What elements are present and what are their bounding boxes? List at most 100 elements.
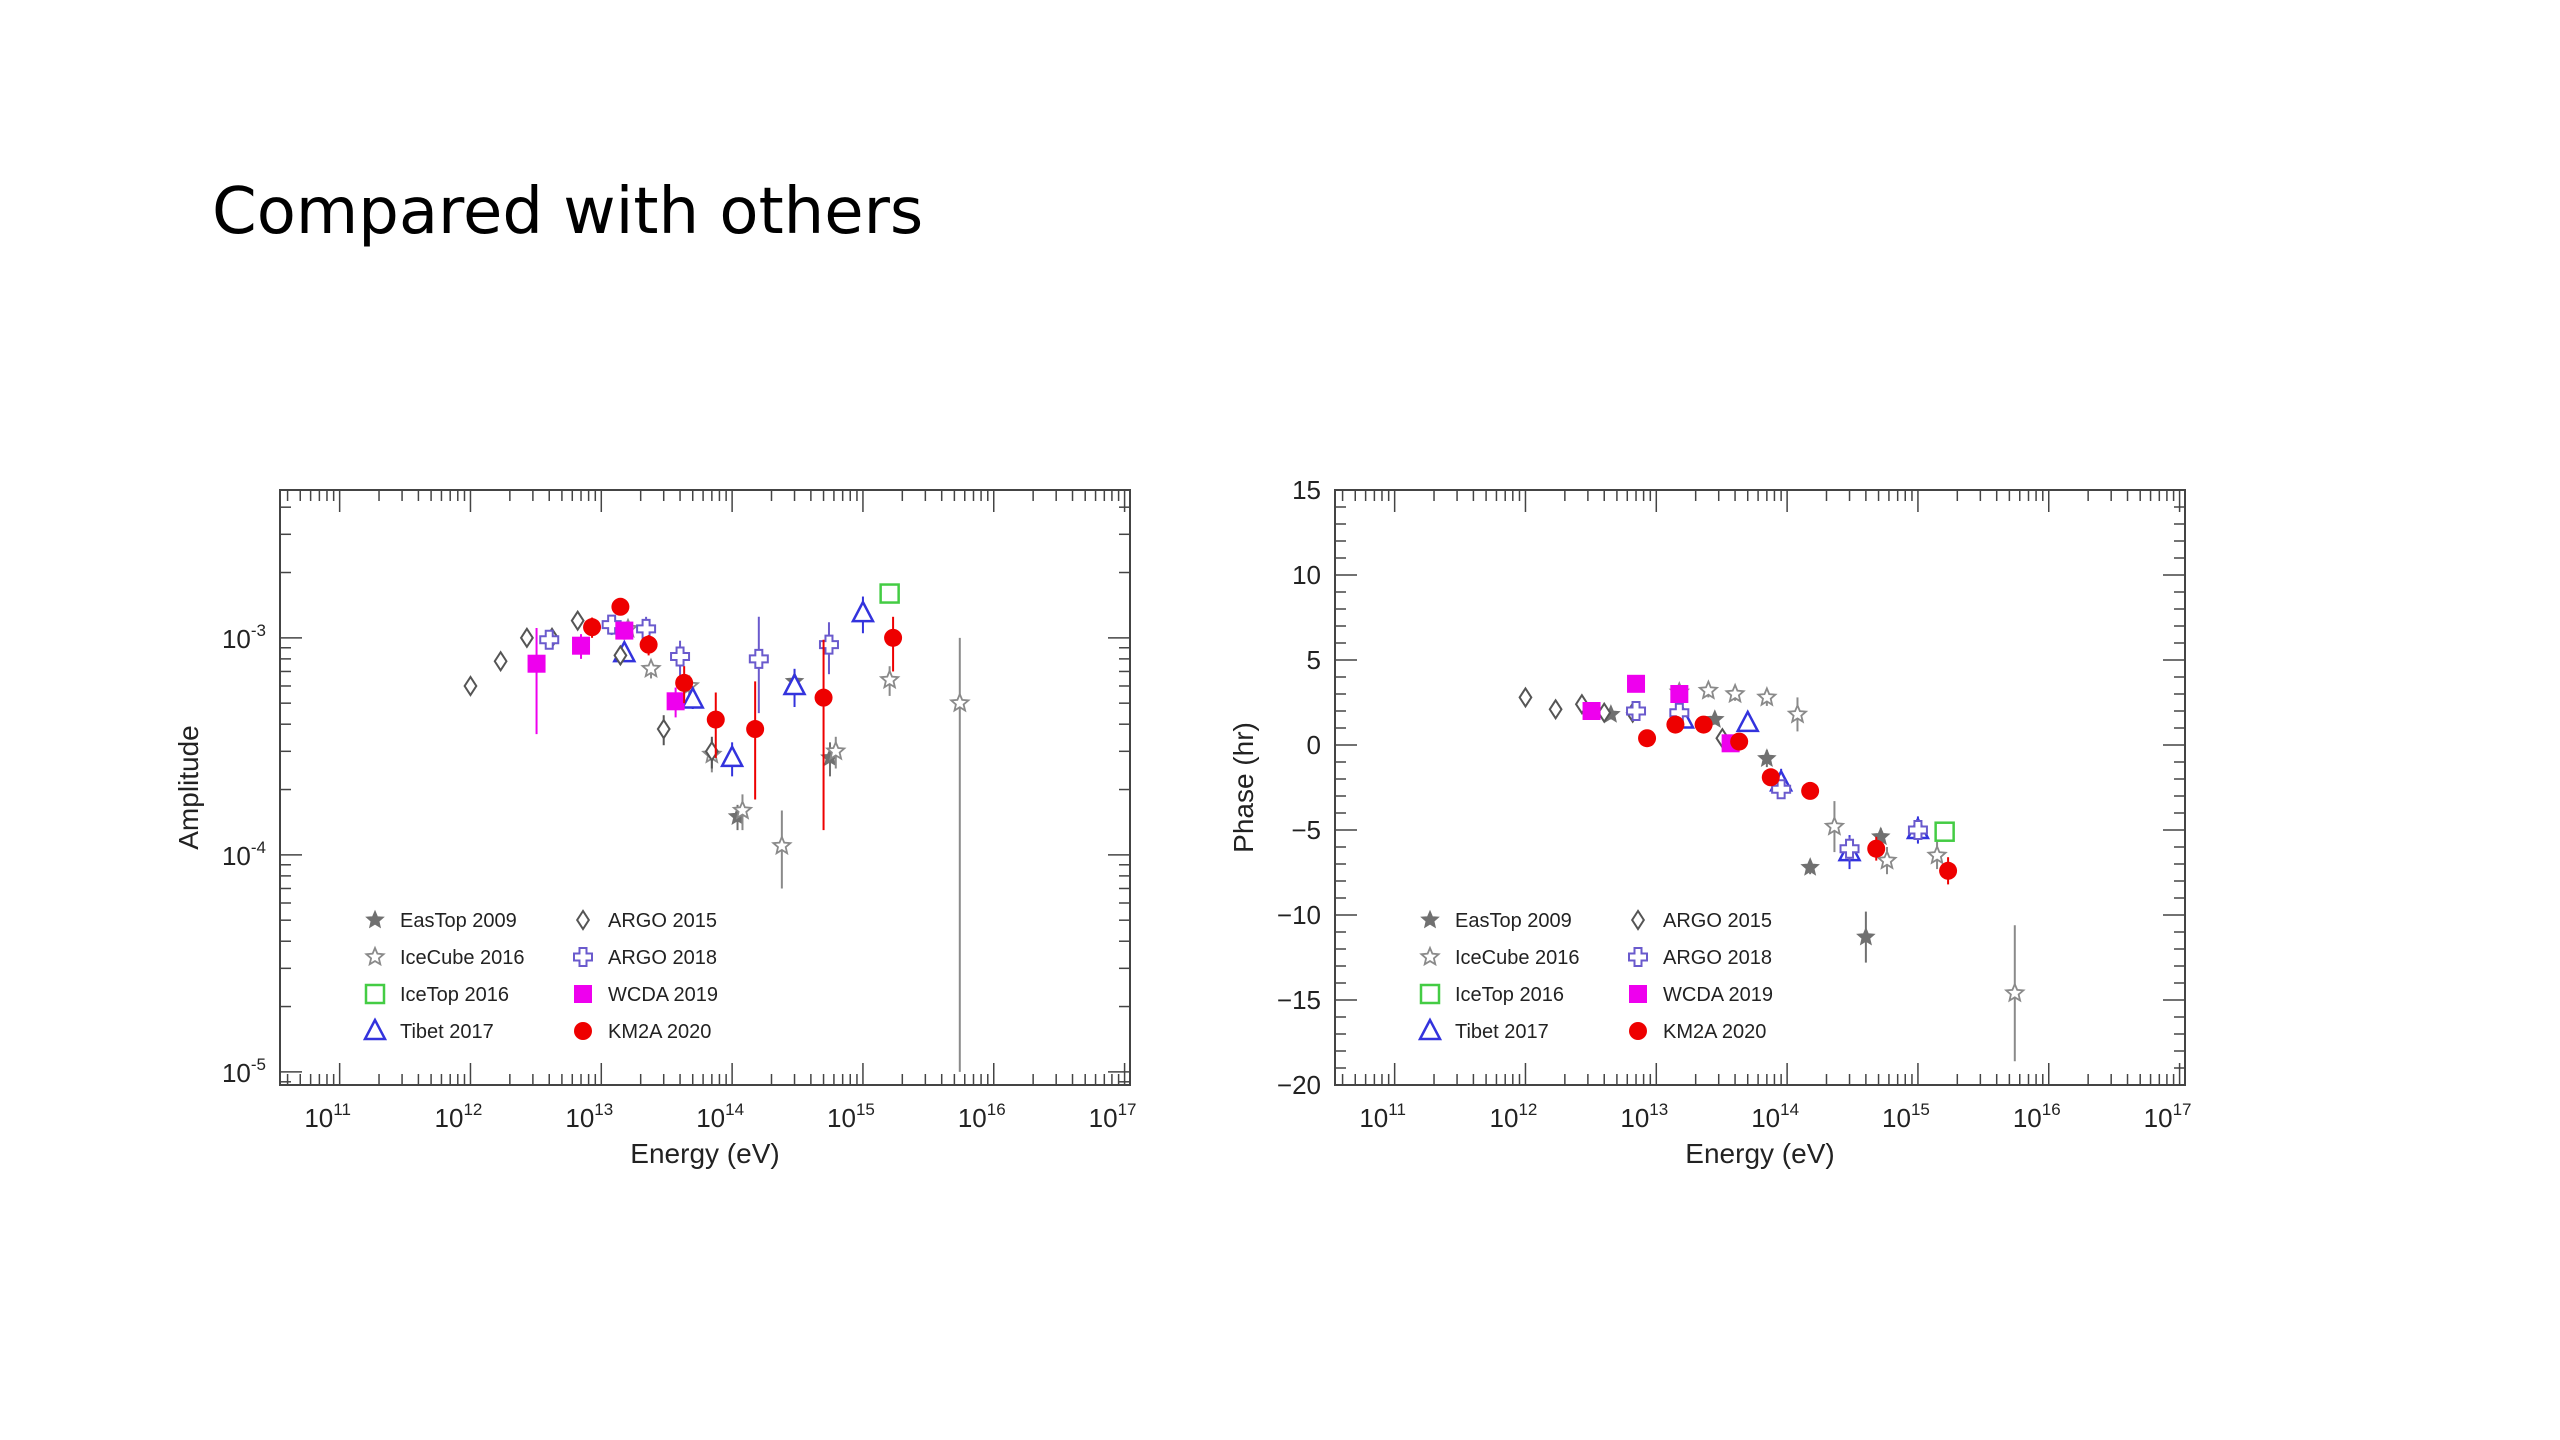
phase-data-point: [1823, 815, 1846, 836]
amp-y-tick-label: 10-4: [222, 838, 266, 871]
amp-y-tick-label: 10-5: [222, 1055, 266, 1088]
phase-y-tick-label: −5: [1291, 815, 1321, 845]
amp-legend-marker: [362, 1017, 388, 1041]
phase-y-tick-label: 10: [1292, 560, 1321, 590]
amp-data-point: [572, 636, 591, 655]
amp-data-point: [818, 634, 839, 655]
phase-legend-marker: [1628, 947, 1648, 967]
phase-y-tick-label: 5: [1307, 645, 1321, 675]
amp-data-point: [879, 583, 900, 604]
phase-data-point: [1800, 857, 1820, 876]
phase-data-point: [1548, 698, 1563, 721]
amp-data-point: [666, 692, 685, 711]
amp-legend: EasTop 2009 IceCube 2016 IceTop 2016 Tibet …: [362, 909, 718, 1043]
phase-x-tick-label: 1017: [2144, 1100, 2192, 1133]
phase-data-point: [1670, 685, 1689, 703]
amp-legend-label: IceTop 2016: [400, 984, 509, 1006]
phase-legend-label: IceTop 2016: [1455, 984, 1564, 1006]
amp-legend-marker: [364, 983, 386, 1005]
amplitude-chart: 1011 1012 1013 1014 1015 1016 1017 Energy (eV) 1…: [173, 489, 1137, 1169]
phase-x-tick-label: 1011: [1359, 1100, 1406, 1133]
amp-x-tick-label: 1017: [1089, 1100, 1137, 1133]
phase-legend-label: ARGO 2018: [1663, 947, 1772, 969]
phase-legend-marker: [1420, 909, 1440, 929]
amp-series-tibet: [612, 596, 876, 777]
phase-x-tick-label: 1013: [1620, 1100, 1668, 1133]
amp-data-point: [782, 672, 807, 696]
amp-data-point: [527, 654, 546, 673]
phase-data-point: [1626, 701, 1647, 721]
amp-data-point: [611, 597, 630, 616]
phase-data-point: [1730, 732, 1749, 751]
amp-x-axis-label: Energy (eV): [630, 1138, 779, 1169]
amp-series-wcda: [527, 621, 685, 735]
phase-y-tick-label: −20: [1277, 1070, 1321, 1100]
amp-legend-label: IceCube 2016: [400, 947, 525, 969]
phase-x-tick-label: 1016: [2013, 1100, 2061, 1133]
amp-x-tick-label: 1016: [958, 1100, 1006, 1133]
amp-data-point: [720, 744, 745, 768]
amp-legend-marker: [365, 909, 385, 929]
phase-data-point: [1786, 703, 1809, 724]
phase-series-km2a: [1638, 715, 1958, 885]
phase-data-point: [1724, 682, 1746, 704]
phase-data-point: [1518, 686, 1533, 709]
phase-data-point: [1756, 686, 1778, 707]
phase-series-icetop: [1934, 821, 1955, 842]
phase-plot-frame: [1334, 489, 2186, 1086]
amp-data-point: [706, 710, 725, 729]
phase-legend-marker: [1419, 945, 1441, 967]
amp-legend-label: ARGO 2018: [608, 947, 717, 969]
phase-x-tick-label: 1012: [1490, 1100, 1538, 1133]
phase-data-point: [1761, 768, 1780, 787]
phase-y-tick-label: 0: [1307, 730, 1321, 760]
amp-x-tick-label: 1011: [304, 1100, 351, 1133]
amp-data-point: [539, 629, 560, 650]
phase-y-tick-label: −15: [1277, 985, 1321, 1015]
amp-data-point: [493, 650, 508, 673]
amp-legend-label: Tibet 2017: [400, 1021, 494, 1043]
amp-legend-label: EasTop 2009: [400, 910, 517, 932]
amp-data-point: [948, 691, 971, 713]
amp-x-tick-label: 1014: [696, 1100, 744, 1133]
amp-data-point: [519, 627, 534, 649]
amp-data-point: [731, 799, 754, 820]
phase-data-point: [1574, 693, 1589, 716]
amp-data-point: [583, 618, 602, 637]
amp-data-point: [771, 834, 793, 856]
amp-x-tick-label: 1012: [435, 1100, 483, 1133]
phase-data-point: [1934, 821, 1955, 842]
amp-data-point: [746, 720, 765, 739]
amp-legend-marker: [575, 909, 591, 931]
amp-plot-frame: [279, 489, 1131, 1086]
amp-data-point: [680, 685, 705, 709]
phase-data-point: [1907, 820, 1928, 840]
phase-legend-marker: [1417, 1017, 1443, 1041]
amp-data-point: [570, 609, 585, 632]
phase-x-axis-label: Energy (eV): [1685, 1138, 1834, 1169]
amp-legend-label: KM2A 2020: [608, 1021, 711, 1043]
phase-x-tick-label: 1014: [1751, 1100, 1799, 1133]
amp-legend-label: ARGO 2015: [608, 910, 717, 932]
phase-legend-label: KM2A 2020: [1663, 1021, 1766, 1043]
phase-legend-label: EasTop 2009: [1455, 910, 1572, 932]
phase-data-point: [1582, 702, 1601, 720]
phase-x-tick-label: 1015: [1882, 1100, 1930, 1133]
phase-data-point: [1638, 729, 1657, 748]
amp-series-icetop: [879, 583, 900, 604]
amp-data-point: [615, 621, 634, 640]
slide-title: Compared with others: [212, 175, 924, 249]
amp-data-point: [640, 657, 662, 678]
phase-y-axis-label: Phase (hr): [1228, 722, 1259, 853]
phase-data-point: [2003, 981, 2026, 1003]
amp-x-tick-label: 1015: [827, 1100, 875, 1133]
phase-data-point: [1666, 715, 1685, 734]
phase-chart: 1011 1012 1013 1014 1015 1016 1017 Energy (eV) 1…: [1228, 475, 2192, 1169]
amp-data-point: [613, 644, 628, 667]
phase-legend-label: IceCube 2016: [1455, 947, 1580, 969]
phase-data-point: [1939, 861, 1958, 880]
amp-data-point: [824, 739, 847, 761]
amp-data-point: [670, 646, 691, 667]
phase-data-point: [1757, 748, 1777, 767]
phase-data-point: [1801, 781, 1820, 800]
